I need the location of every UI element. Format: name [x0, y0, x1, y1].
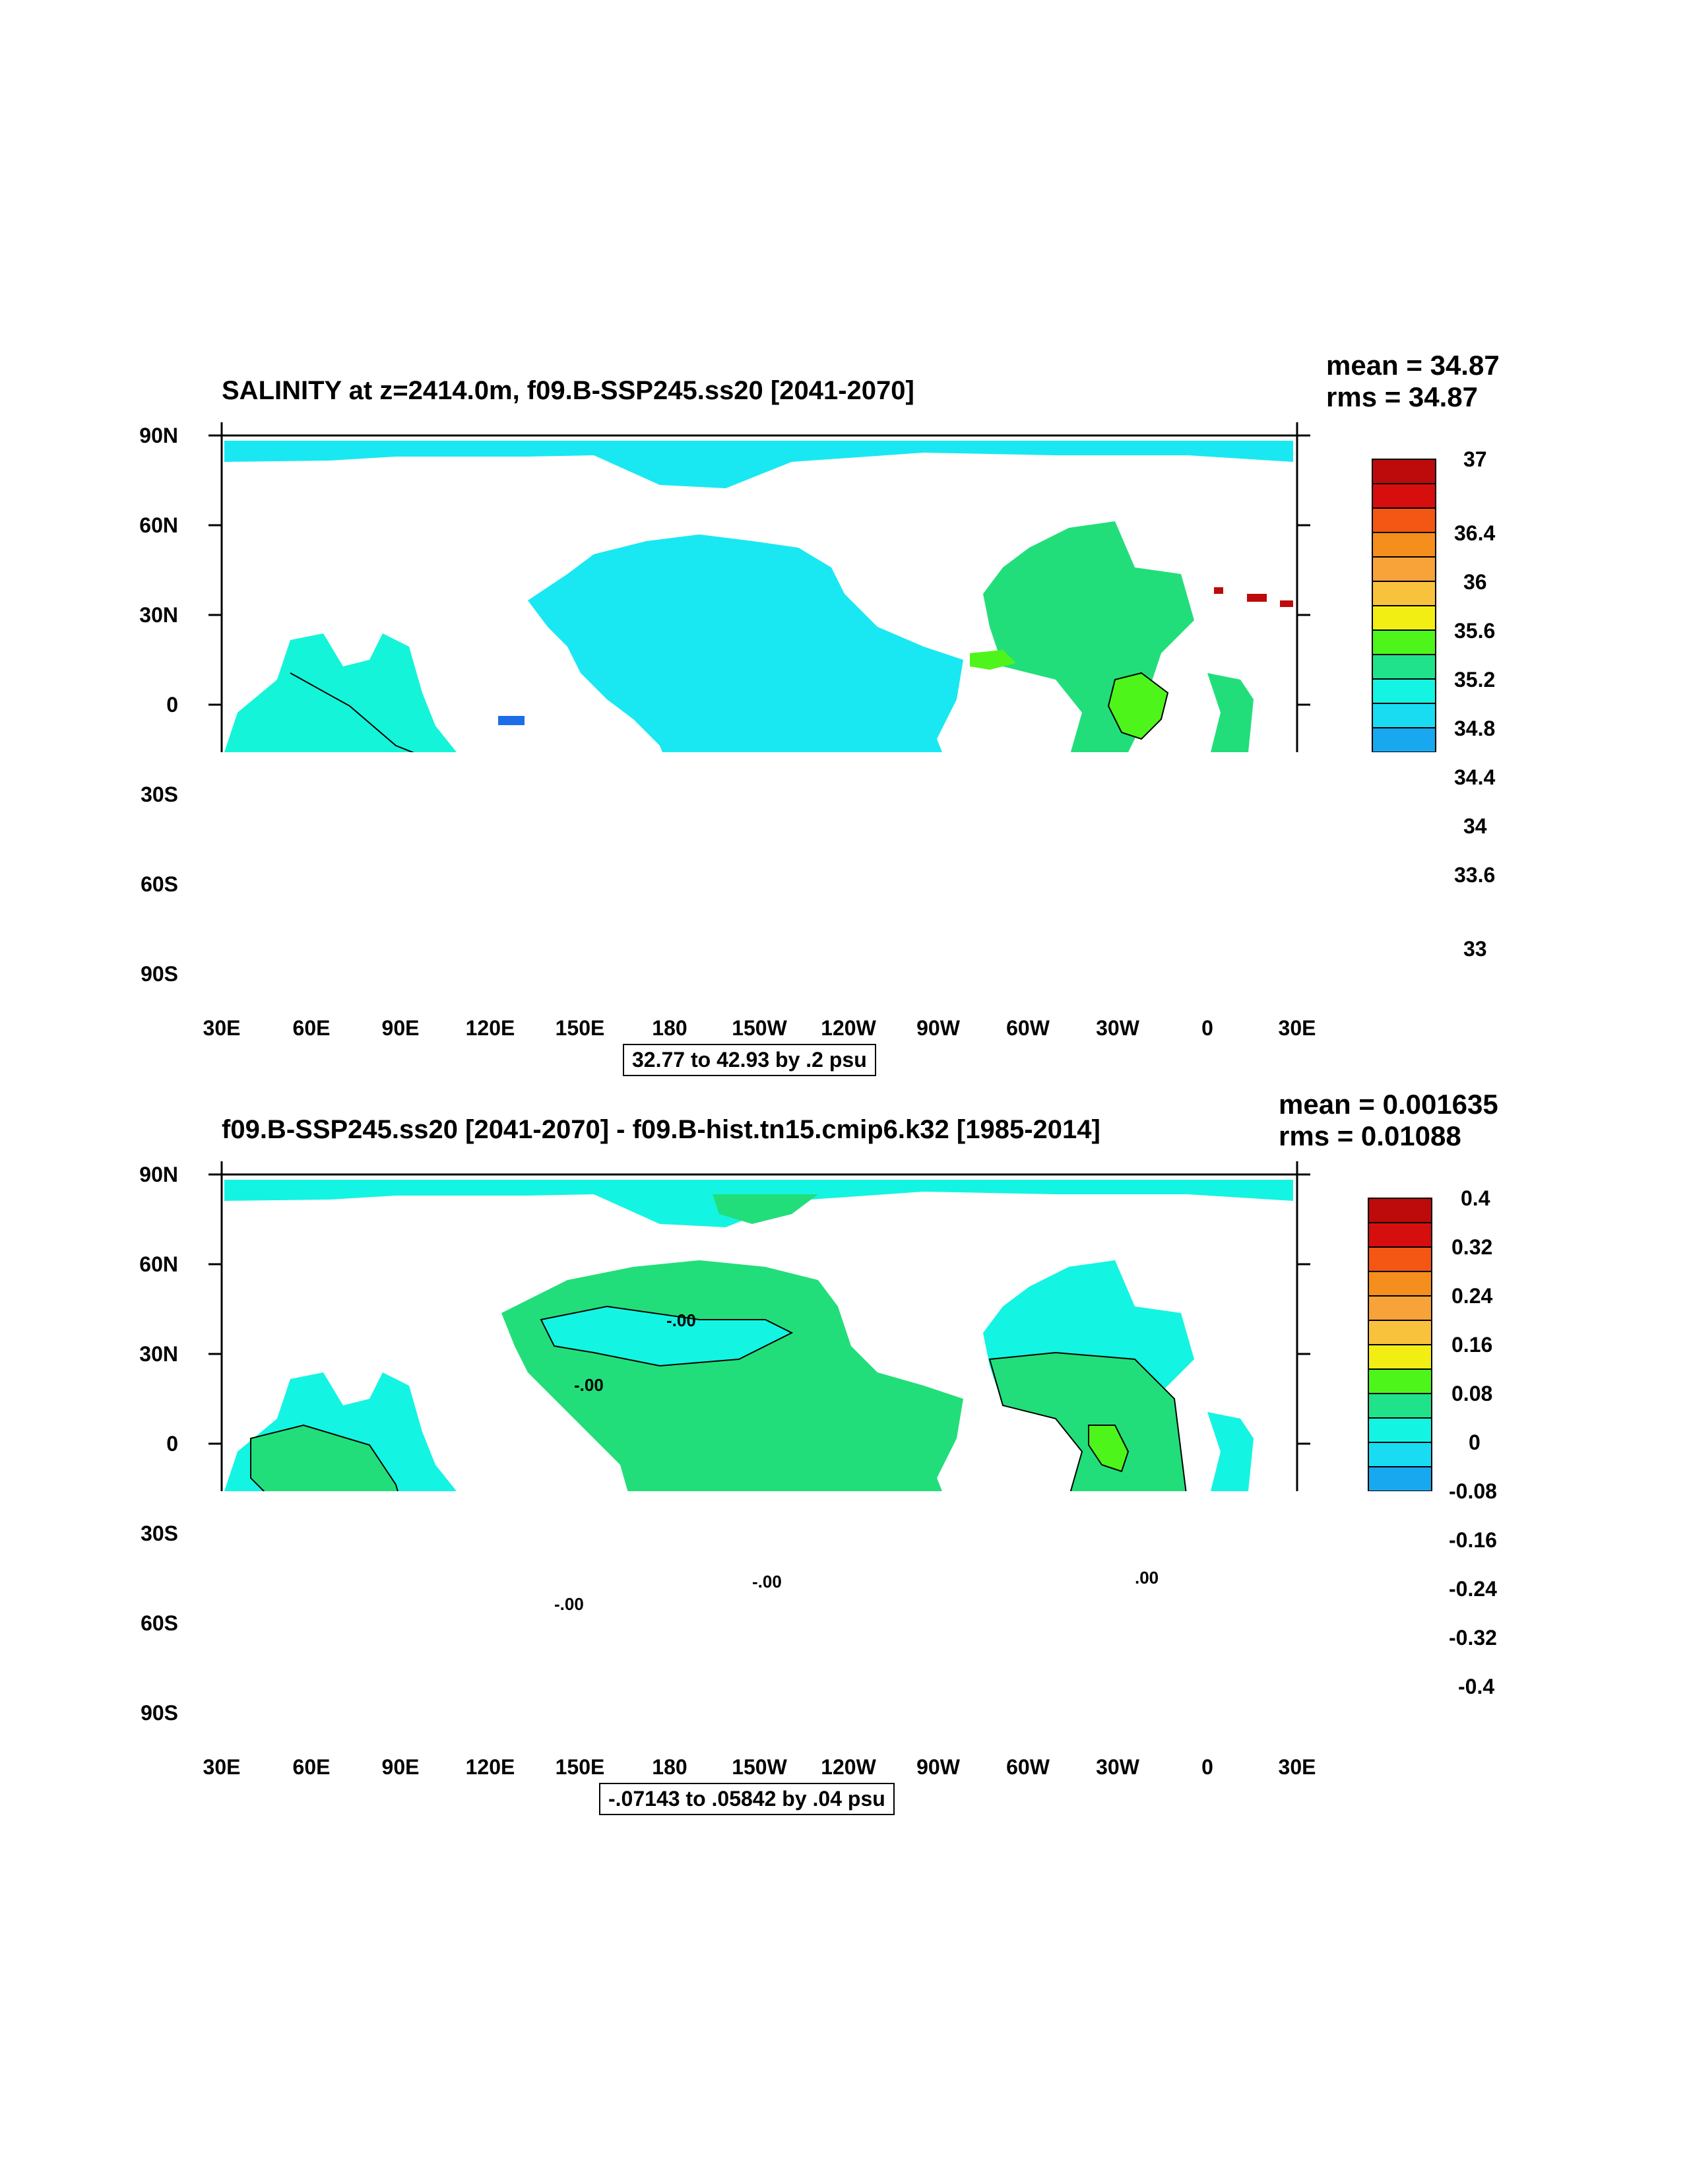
y-label: 0	[166, 1432, 178, 1456]
contour-info-box: -.07143 to .05842 by .04 psu	[599, 1783, 895, 1815]
colorbar-label: 0	[1469, 1430, 1481, 1454]
colorbar-label: 37	[1463, 447, 1487, 471]
salinity-panel: SALINITY at z=2414.0m, f09.B-SSP245.ss20…	[0, 0, 1689, 1076]
rms-stat: rms = 0.01088	[1279, 1120, 1461, 1151]
colorbar-label: 0.32	[1451, 1235, 1493, 1259]
colorbar-label: 36	[1463, 570, 1487, 594]
colorbar-label: 35.2	[1454, 668, 1496, 691]
x-label: 60W	[1006, 1755, 1050, 1779]
colorbar-label: -0.4	[1458, 1675, 1495, 1698]
colorbar-label: -0.16	[1449, 1528, 1497, 1552]
colorbar-label: -0.24	[1449, 1577, 1497, 1601]
pacific-ocean	[528, 534, 963, 752]
y-label: 30S	[141, 1522, 178, 1545]
y-label: 90S	[141, 1701, 178, 1725]
y-label: 60N	[139, 513, 178, 537]
x-label: 120E	[465, 1755, 515, 1779]
contour-label: -.00	[554, 1594, 584, 1614]
mid-atlantic-high	[1107, 672, 1169, 740]
x-label: 120W	[821, 1755, 876, 1779]
colorbar-label: -0.32	[1449, 1626, 1497, 1650]
colorbar-label: -0.08	[1449, 1479, 1497, 1503]
colorbar-label: 0.24	[1451, 1284, 1493, 1308]
y-label: 30S	[141, 783, 178, 806]
colorbar-label: 36.4	[1454, 521, 1496, 545]
mean-stat: mean = 34.87	[1326, 350, 1500, 381]
colorbar-label: 35.6	[1454, 619, 1496, 643]
colorbar-label: 0.16	[1451, 1333, 1493, 1357]
colorbar	[1372, 459, 1436, 752]
colorbar-label: 0.4	[1461, 1186, 1490, 1210]
y-label: 60S	[141, 1611, 178, 1635]
y-label: 90N	[139, 424, 178, 447]
x-label: 30W	[1096, 1016, 1139, 1040]
rms-stat: rms = 34.87	[1326, 381, 1479, 412]
x-label: 60W	[1006, 1016, 1050, 1040]
colorbar-label: 34.4	[1454, 765, 1496, 789]
x-label: 150E	[555, 1755, 605, 1779]
x-label: 150W	[732, 1755, 787, 1779]
x-label: 120W	[821, 1016, 876, 1040]
x-label: 90W	[916, 1016, 960, 1040]
x-label: 180	[652, 1755, 687, 1779]
x-label: 90E	[381, 1016, 420, 1040]
contour-label: -.00	[574, 1375, 604, 1395]
x-label: 30E	[1278, 1016, 1316, 1040]
panel-title: SALINITY at z=2414.0m, f09.B-SSP245.ss20…	[222, 376, 914, 405]
colorbar-label: 34	[1463, 814, 1487, 838]
x-label: 0	[1201, 1755, 1213, 1779]
colorbar	[1368, 1198, 1432, 1491]
colorbar-label: 0.08	[1451, 1382, 1493, 1405]
x-label: 120E	[465, 1016, 515, 1040]
x-label: 30E	[1278, 1755, 1316, 1779]
x-label: 30E	[203, 1016, 241, 1040]
x-label: 30E	[203, 1755, 241, 1779]
contour-label: .00	[1135, 1568, 1159, 1588]
panel-title: f09.B-SSP245.ss20 [2041-2070] - f09.B-hi…	[222, 1115, 1100, 1144]
y-label: 60S	[141, 872, 178, 896]
x-label: 180	[652, 1016, 687, 1040]
contour-info-box: 32.77 to 42.93 by .2 psu	[623, 1044, 876, 1076]
x-label: 0	[1201, 1016, 1213, 1040]
colorbar-label: 34.8	[1454, 717, 1496, 740]
colorbar-label: 33	[1463, 937, 1487, 961]
contour-label: -.00	[666, 1310, 696, 1330]
x-label: 150W	[732, 1016, 787, 1040]
y-label: 30N	[139, 603, 178, 627]
y-label: 90S	[141, 962, 178, 986]
atlantic-ocean	[983, 521, 1254, 752]
x-label: 60E	[292, 1755, 331, 1779]
y-label: 60N	[139, 1252, 178, 1276]
difference-panel: f09.B-SSP245.ss20 [2041-2070] - f09.B-hi…	[0, 739, 1689, 1815]
contour-label: -.00	[752, 1572, 782, 1591]
x-label: 150E	[555, 1016, 605, 1040]
indian-ocean	[224, 633, 457, 752]
mean-stat: mean = 0.001635	[1279, 1089, 1498, 1120]
x-label: 90E	[381, 1755, 420, 1779]
x-label: 90W	[916, 1755, 960, 1779]
colorbar-label: 33.6	[1454, 863, 1496, 887]
x-label: 60E	[292, 1016, 331, 1040]
x-label: 30W	[1096, 1755, 1139, 1779]
salinity-map	[208, 422, 1436, 752]
y-label: 90N	[139, 1163, 178, 1186]
arctic-ocean	[224, 441, 1293, 488]
difference-map	[208, 1161, 1432, 1491]
y-label: 30N	[139, 1342, 178, 1366]
y-label: 0	[166, 693, 178, 717]
